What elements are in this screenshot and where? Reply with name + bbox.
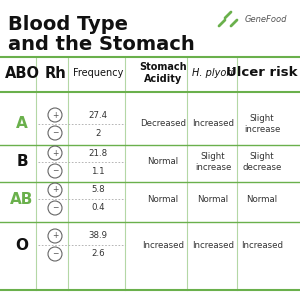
Text: Normal: Normal xyxy=(246,194,278,203)
Text: −: − xyxy=(52,167,58,176)
Text: Increased: Increased xyxy=(192,119,234,128)
Text: +: + xyxy=(52,110,58,119)
Text: +: + xyxy=(52,232,58,241)
Text: Blood Type: Blood Type xyxy=(8,15,128,34)
Text: A: A xyxy=(16,116,28,131)
Text: H. plyori: H. plyori xyxy=(192,68,234,78)
Text: 2.6: 2.6 xyxy=(91,250,105,259)
Text: Stomach
Acidity: Stomach Acidity xyxy=(139,62,187,84)
Text: ABO: ABO xyxy=(4,65,40,80)
Text: 0.4: 0.4 xyxy=(91,203,105,212)
Text: −: − xyxy=(52,203,58,212)
Text: Slight
increase: Slight increase xyxy=(244,114,280,134)
Text: Slight
increase: Slight increase xyxy=(195,152,231,172)
Text: Increased: Increased xyxy=(192,241,234,250)
Text: Normal: Normal xyxy=(147,158,178,166)
Text: Increased: Increased xyxy=(241,241,283,250)
Text: GeneFood: GeneFood xyxy=(245,14,287,23)
Text: −: − xyxy=(52,250,58,259)
Text: Decreased: Decreased xyxy=(140,119,186,128)
Text: 27.4: 27.4 xyxy=(88,110,108,119)
Text: O: O xyxy=(16,238,28,253)
Text: +: + xyxy=(52,185,58,194)
Text: −: − xyxy=(52,128,58,137)
Text: 38.9: 38.9 xyxy=(88,232,107,241)
Text: 1.1: 1.1 xyxy=(91,167,105,176)
Text: AB: AB xyxy=(10,191,34,206)
Text: Normal: Normal xyxy=(197,194,229,203)
Text: Ulcer risk: Ulcer risk xyxy=(226,67,298,80)
Text: Rh: Rh xyxy=(44,65,66,80)
Text: +: + xyxy=(52,148,58,158)
Text: Increased: Increased xyxy=(142,241,184,250)
Text: Normal: Normal xyxy=(147,194,178,203)
Text: Frequency: Frequency xyxy=(73,68,123,78)
Text: 21.8: 21.8 xyxy=(88,148,108,158)
Text: 5.8: 5.8 xyxy=(91,185,105,194)
Text: and the Stomach: and the Stomach xyxy=(8,35,195,54)
Text: 2: 2 xyxy=(95,128,101,137)
Text: Slight
decrease: Slight decrease xyxy=(242,152,282,172)
Text: B: B xyxy=(16,154,28,169)
